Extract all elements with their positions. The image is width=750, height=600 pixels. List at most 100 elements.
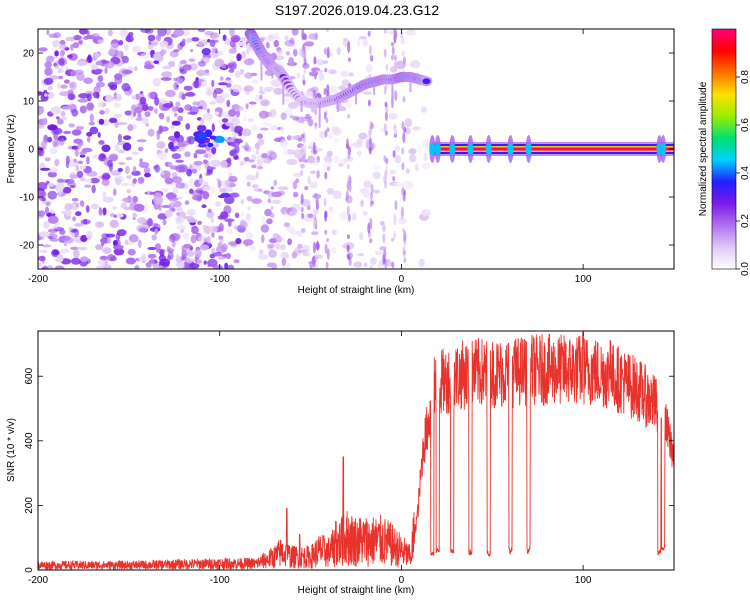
ridge-smear (271, 67, 274, 79)
noise-streak (347, 213, 351, 222)
noise-blob (253, 187, 262, 192)
noise-blob (404, 118, 413, 128)
noise-streak (326, 127, 330, 132)
noise-blob (137, 146, 144, 152)
noise-blob (52, 249, 60, 256)
noise-blob (187, 208, 196, 216)
noise-streak (369, 264, 373, 269)
noise-blob (38, 146, 43, 155)
noise-blob (197, 235, 207, 243)
noise-blob (124, 242, 134, 246)
noise-blob (71, 197, 79, 202)
noise-blob (330, 85, 338, 94)
noise-blob (191, 37, 200, 42)
noise-blob (58, 43, 68, 50)
noise-blob (149, 257, 155, 267)
cluster-blob (197, 132, 208, 140)
noise-blob (75, 125, 85, 131)
noise-blob (205, 172, 210, 176)
noise-blob (287, 238, 292, 246)
noise-blob (152, 52, 163, 61)
y-tick-label: 10 (23, 97, 35, 108)
noise-blob (144, 172, 151, 178)
noise-blob (54, 265, 65, 269)
noise-blob (357, 151, 362, 158)
cluster-blob (197, 143, 207, 148)
noise-blob (48, 86, 53, 91)
noise-blob (64, 203, 73, 212)
noise-blob (163, 127, 167, 132)
noise-blob (79, 177, 86, 182)
x-tick-label: 0 (399, 274, 405, 285)
noise-blob (60, 110, 66, 117)
noise-blob (67, 103, 77, 110)
noise-blob (156, 131, 161, 141)
noise-blob (50, 209, 55, 215)
noise-blob (138, 227, 147, 233)
noise-blob (201, 48, 211, 56)
noise-blob (237, 41, 247, 46)
noise-streak (313, 56, 317, 65)
noise-streak (346, 164, 350, 170)
noise-blob (304, 248, 310, 253)
noise-blob (289, 37, 295, 44)
noise-blob (176, 224, 187, 230)
noise-blob (363, 180, 372, 188)
cluster-blob (207, 142, 214, 148)
noise-blob (187, 111, 198, 115)
noise-blob (94, 39, 98, 44)
snr-panel: -200 -100 0 100 0 200 400 600 Height of straig… (6, 330, 675, 596)
spectrogram-x-ticks: -200 -100 0 100 (28, 29, 592, 285)
noise-blob (182, 64, 192, 71)
noise-blob (78, 246, 88, 251)
noise-blob (206, 210, 214, 219)
noise-blob (326, 150, 333, 157)
noise-streak (301, 134, 305, 139)
noise-blob (183, 232, 189, 241)
ridge-smear (336, 98, 339, 113)
noise-streak (384, 169, 388, 180)
noise-blob (89, 126, 99, 135)
noise-blob (38, 262, 42, 268)
x-tick-label: -100 (210, 274, 230, 285)
noise-blob (71, 129, 82, 136)
colorbar-ticks: 0.0 0.2 0.4 0.6 0.8 (736, 70, 750, 276)
noise-streak (313, 149, 317, 155)
noise-blob (292, 181, 298, 190)
noise-blob (56, 137, 64, 142)
noise-streak (401, 50, 405, 57)
noise-streak (400, 206, 404, 217)
noise-blob (268, 249, 277, 258)
noise-streak (393, 63, 397, 72)
noise-blob (365, 64, 373, 73)
noise-blob (293, 49, 298, 57)
noise-streak (383, 29, 387, 34)
noise-blob (235, 70, 240, 79)
noise-blob (291, 203, 301, 212)
noise-blob (237, 130, 243, 137)
noise-blob (106, 159, 114, 168)
noise-blob (260, 224, 270, 233)
noise-blob (41, 197, 47, 202)
noise-blob (43, 77, 54, 85)
noise-blob (302, 252, 311, 257)
noise-blob (83, 77, 94, 84)
noise-blob (289, 115, 295, 119)
noise-blob (195, 149, 207, 155)
noise-streak (402, 131, 406, 144)
noise-streak (301, 116, 305, 124)
noise-blob (256, 159, 263, 168)
noise-streak (303, 68, 307, 75)
noise-blob (214, 111, 220, 116)
noise-streak (394, 200, 398, 211)
noise-blob (359, 232, 364, 241)
noise-blob (244, 147, 249, 151)
noise-blob (139, 96, 147, 105)
noise-streak (314, 32, 318, 40)
noise-blob (75, 202, 80, 208)
noise-blob (311, 231, 319, 236)
noise-blob (398, 217, 407, 225)
noise-blob (131, 170, 141, 176)
noise-blob (38, 210, 46, 217)
noise-blob (57, 68, 62, 74)
